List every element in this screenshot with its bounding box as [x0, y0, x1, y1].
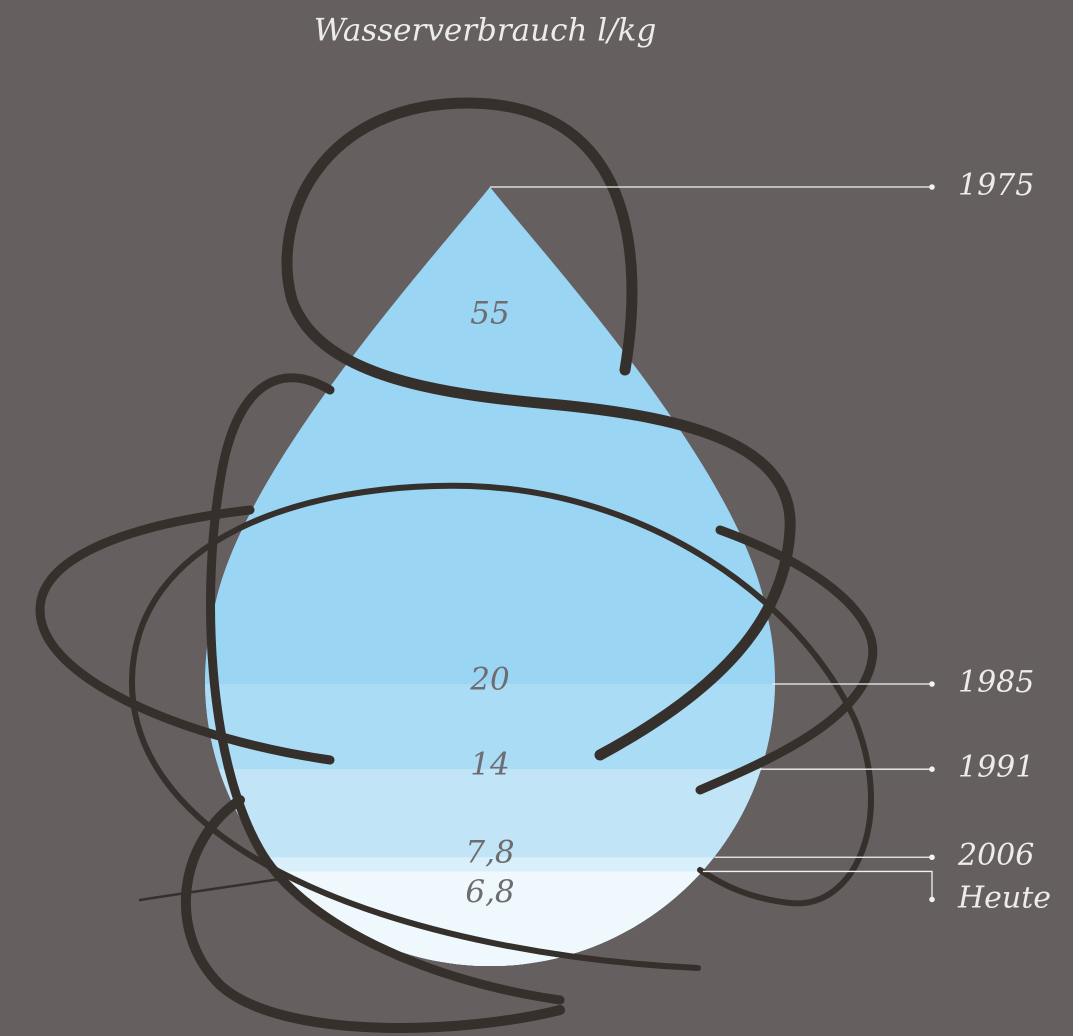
leader-dot	[929, 897, 935, 903]
infographic: Wasserverbrauch l/kg 55 1975 20 1985 14 1991 7…	[0, 0, 1073, 1036]
leader-dot	[929, 681, 935, 687]
value-label: 55	[470, 296, 509, 332]
leader-dot	[929, 854, 935, 860]
leader-dot	[929, 184, 935, 190]
value-label: 7,8	[465, 835, 514, 871]
year-label: Heute	[957, 880, 1051, 915]
year-label: 1991	[958, 750, 1034, 785]
leader-dot	[929, 766, 935, 772]
value-label: 6,8	[465, 874, 514, 910]
year-label: 2006	[957, 838, 1034, 873]
year-label: 1985	[958, 665, 1034, 700]
year-label: 1975	[958, 168, 1034, 203]
chart-title: Wasserverbrauch l/kg	[314, 13, 657, 49]
value-label: 20	[469, 662, 509, 698]
value-label: 14	[470, 747, 509, 783]
